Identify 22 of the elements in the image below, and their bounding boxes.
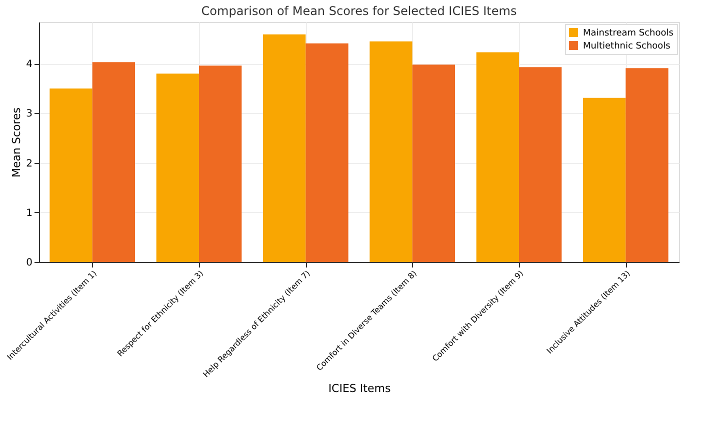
bar xyxy=(263,34,306,262)
x-axis-title: ICIES Items xyxy=(328,382,391,396)
y-tick-label: 3 xyxy=(26,108,32,120)
y-tick-label: 1 xyxy=(26,208,32,219)
y-tick-label: 4 xyxy=(26,59,32,70)
y-tick-label: 0 xyxy=(26,258,32,268)
bar xyxy=(306,43,348,262)
bar xyxy=(199,66,242,262)
bar xyxy=(519,67,562,262)
bar xyxy=(476,52,519,262)
legend-label: Mainstream Schools xyxy=(583,28,674,38)
chart-title: Comparison of Mean Scores for Selected ICIES Items xyxy=(201,4,517,18)
bar xyxy=(92,62,135,262)
y-tick-label: 2 xyxy=(26,158,32,170)
bar xyxy=(583,98,626,262)
bar xyxy=(412,64,455,262)
bar xyxy=(626,68,668,262)
bar xyxy=(50,88,92,262)
legend-label: Multiethnic Schools xyxy=(583,42,671,52)
y-axis-title: Mean Scores xyxy=(10,107,24,178)
bar xyxy=(156,74,199,262)
bar xyxy=(370,41,412,262)
